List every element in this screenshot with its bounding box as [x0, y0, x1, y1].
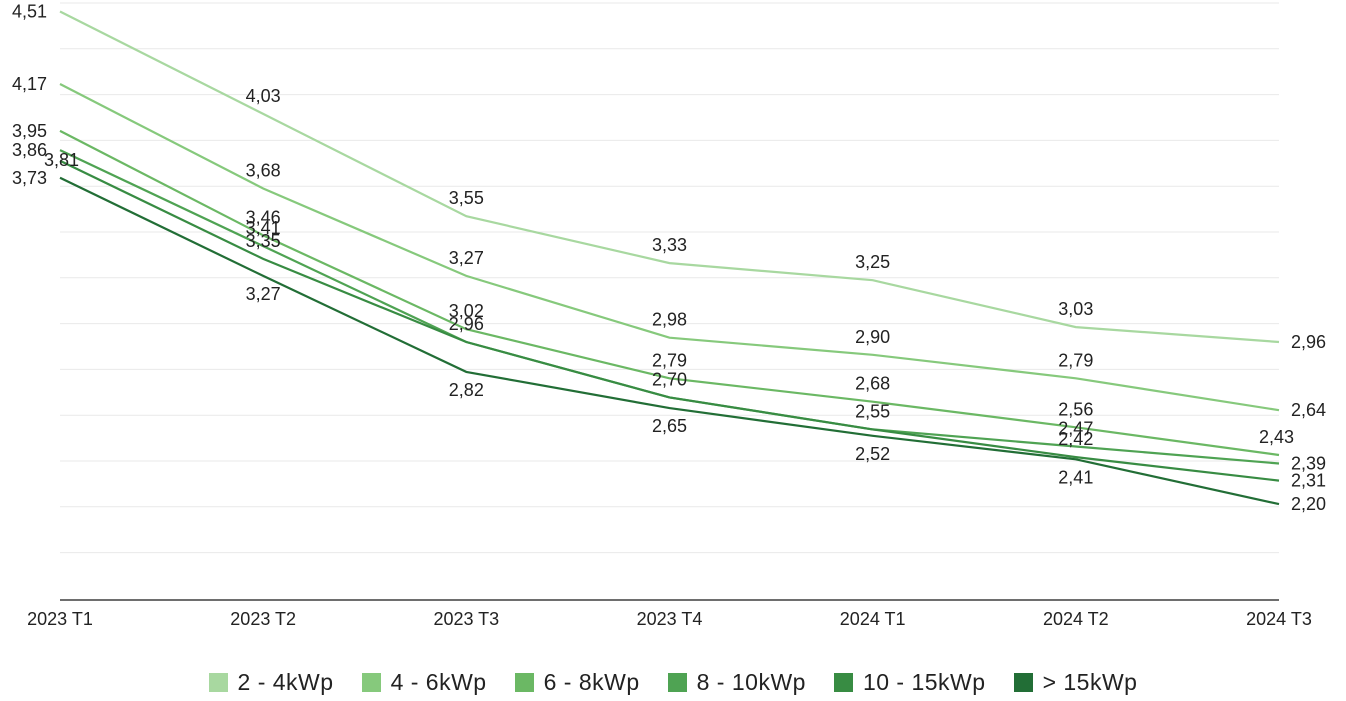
data-label: 3,81	[44, 150, 79, 170]
x-tick-label: 2023 T4	[637, 609, 703, 629]
series-line-3	[59, 129, 1280, 457]
data-label: 2,39	[1291, 454, 1326, 474]
data-label: 2,47	[1058, 418, 1093, 438]
x-tick-label: 2023 T3	[433, 609, 499, 629]
data-label: 3,27	[449, 248, 484, 268]
legend-label: 10 - 15kWp	[862, 668, 986, 695]
data-label: 2,31	[1291, 471, 1326, 491]
legend-label: > 15kWp	[1042, 668, 1138, 695]
data-label: 2,65	[652, 416, 687, 436]
legend-item: > 15kWp	[1013, 668, 1138, 696]
data-label: 4,51	[12, 2, 47, 22]
data-labels: 4,51 4,03 3,55 3,33 3,25 3,03 2,96 4,17 3,68 3,27…	[12, 2, 1326, 515]
series-line-1	[59, 10, 1280, 344]
line-chart: 4,51 4,03 3,55 3,33 3,25 3,03 2,96 4,17 3,68 3,27…	[12, 2, 1326, 629]
data-label: 2,52	[855, 444, 890, 464]
data-label: 2,90	[855, 327, 890, 347]
grid-lines	[60, 2, 1279, 554]
data-label: 3,86	[12, 140, 47, 160]
series-line-6	[59, 176, 1280, 506]
x-tick-label: 2023 T2	[230, 609, 296, 629]
legend-swatch	[208, 672, 228, 692]
data-label: 2,98	[652, 310, 687, 330]
legend-label: 6 - 8kWp	[543, 668, 640, 695]
legend: 2 - 4kWp 4 - 6kWp 6 - 8kWp 8 - 10kWp 10 - 15…	[0, 664, 1346, 700]
series-lines	[59, 10, 1280, 506]
data-label: 3,35	[246, 231, 281, 251]
data-label: 2,42	[1058, 429, 1093, 449]
data-label: 3,03	[1058, 299, 1093, 319]
data-label: 2,43	[1259, 427, 1294, 447]
legend-swatch	[667, 672, 687, 692]
legend-swatch	[514, 672, 534, 692]
data-label: 2,68	[855, 374, 890, 394]
series-line-5	[59, 159, 1280, 482]
data-label: 2,70	[652, 369, 687, 389]
data-label: 2,79	[652, 350, 687, 370]
legend-label: 2 - 4kWp	[237, 668, 334, 695]
data-label: 2,41	[1058, 467, 1093, 487]
data-label: 3,25	[855, 252, 890, 272]
legend-item: 8 - 10kWp	[667, 668, 806, 696]
data-label: 3,02	[449, 301, 484, 321]
data-label: 3,95	[12, 121, 47, 141]
legend-swatch	[833, 672, 853, 692]
data-label: 2,56	[1058, 399, 1093, 419]
data-label: 4,03	[246, 86, 281, 106]
data-label: 3,41	[246, 218, 281, 238]
series-line-2	[59, 83, 1280, 412]
data-label: 2,79	[1058, 350, 1093, 370]
data-label: 2,55	[855, 401, 890, 421]
x-tick-label: 2024 T1	[840, 609, 906, 629]
data-label: 2,96	[449, 314, 484, 334]
legend-item: 4 - 6kWp	[361, 668, 487, 696]
data-label: 4,17	[12, 74, 47, 94]
data-label: 3,55	[449, 188, 484, 208]
x-tick-label: 2023 T1	[27, 609, 93, 629]
data-label: 3,46	[246, 207, 281, 227]
legend-swatch	[1013, 672, 1033, 692]
data-label: 2,82	[449, 380, 484, 400]
data-label: 2,96	[1291, 332, 1326, 352]
legend-label: 8 - 10kWp	[696, 668, 806, 695]
legend-item: 10 - 15kWp	[833, 668, 986, 696]
legend-label: 4 - 6kWp	[390, 668, 487, 695]
x-tick-label: 2024 T2	[1043, 609, 1109, 629]
data-label: 3,68	[246, 160, 281, 180]
legend-item: 2 - 4kWp	[208, 668, 334, 696]
x-tick-labels: 2023 T1 2023 T2 2023 T3 2023 T4 2024 T1 2024 …	[27, 609, 1312, 629]
data-label: 3,33	[652, 235, 687, 255]
data-label: 2,64	[1291, 400, 1326, 420]
data-label: 2,20	[1291, 494, 1326, 514]
data-label: 3,73	[12, 168, 47, 188]
legend-item: 6 - 8kWp	[514, 668, 640, 696]
x-tick-label: 2024 T3	[1246, 609, 1312, 629]
legend-swatch	[361, 672, 381, 692]
data-label: 3,27	[246, 284, 281, 304]
